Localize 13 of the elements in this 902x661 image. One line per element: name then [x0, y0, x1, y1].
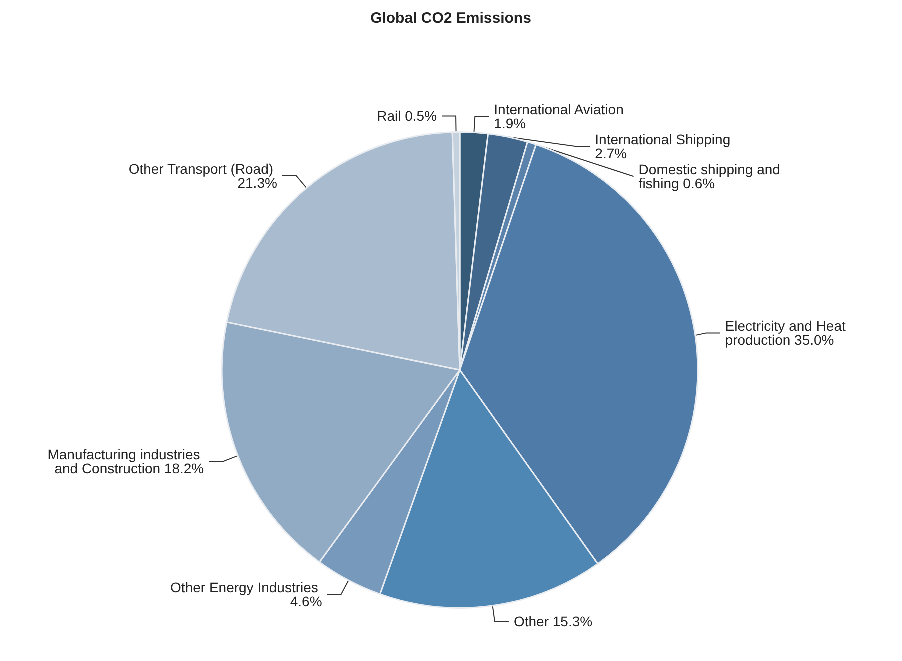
data-label: 2.7%	[595, 146, 628, 162]
slice-label: Rail 0.5%	[377, 108, 438, 124]
slice-label: Other 15.3%	[514, 614, 593, 630]
slice-label: Other Transport (Road)	[128, 160, 278, 177]
slice-label: International Aviation	[494, 102, 628, 118]
chart-title: Global CO2 Emissions	[370, 10, 532, 27]
slice-label: International Shipping	[595, 132, 734, 148]
data-label: 1.9%	[494, 116, 526, 132]
data-label: 4.6%	[290, 594, 322, 610]
slice-label: Manufacturing industries and Construction 18.2%	[48, 446, 204, 477]
slice-label: Domestic shipping and fishing 0.6%	[638, 162, 784, 192]
slice-label: Electricity and Heat production 35.0%	[725, 318, 850, 348]
slice-label: Other Energy Industries	[170, 580, 322, 596]
